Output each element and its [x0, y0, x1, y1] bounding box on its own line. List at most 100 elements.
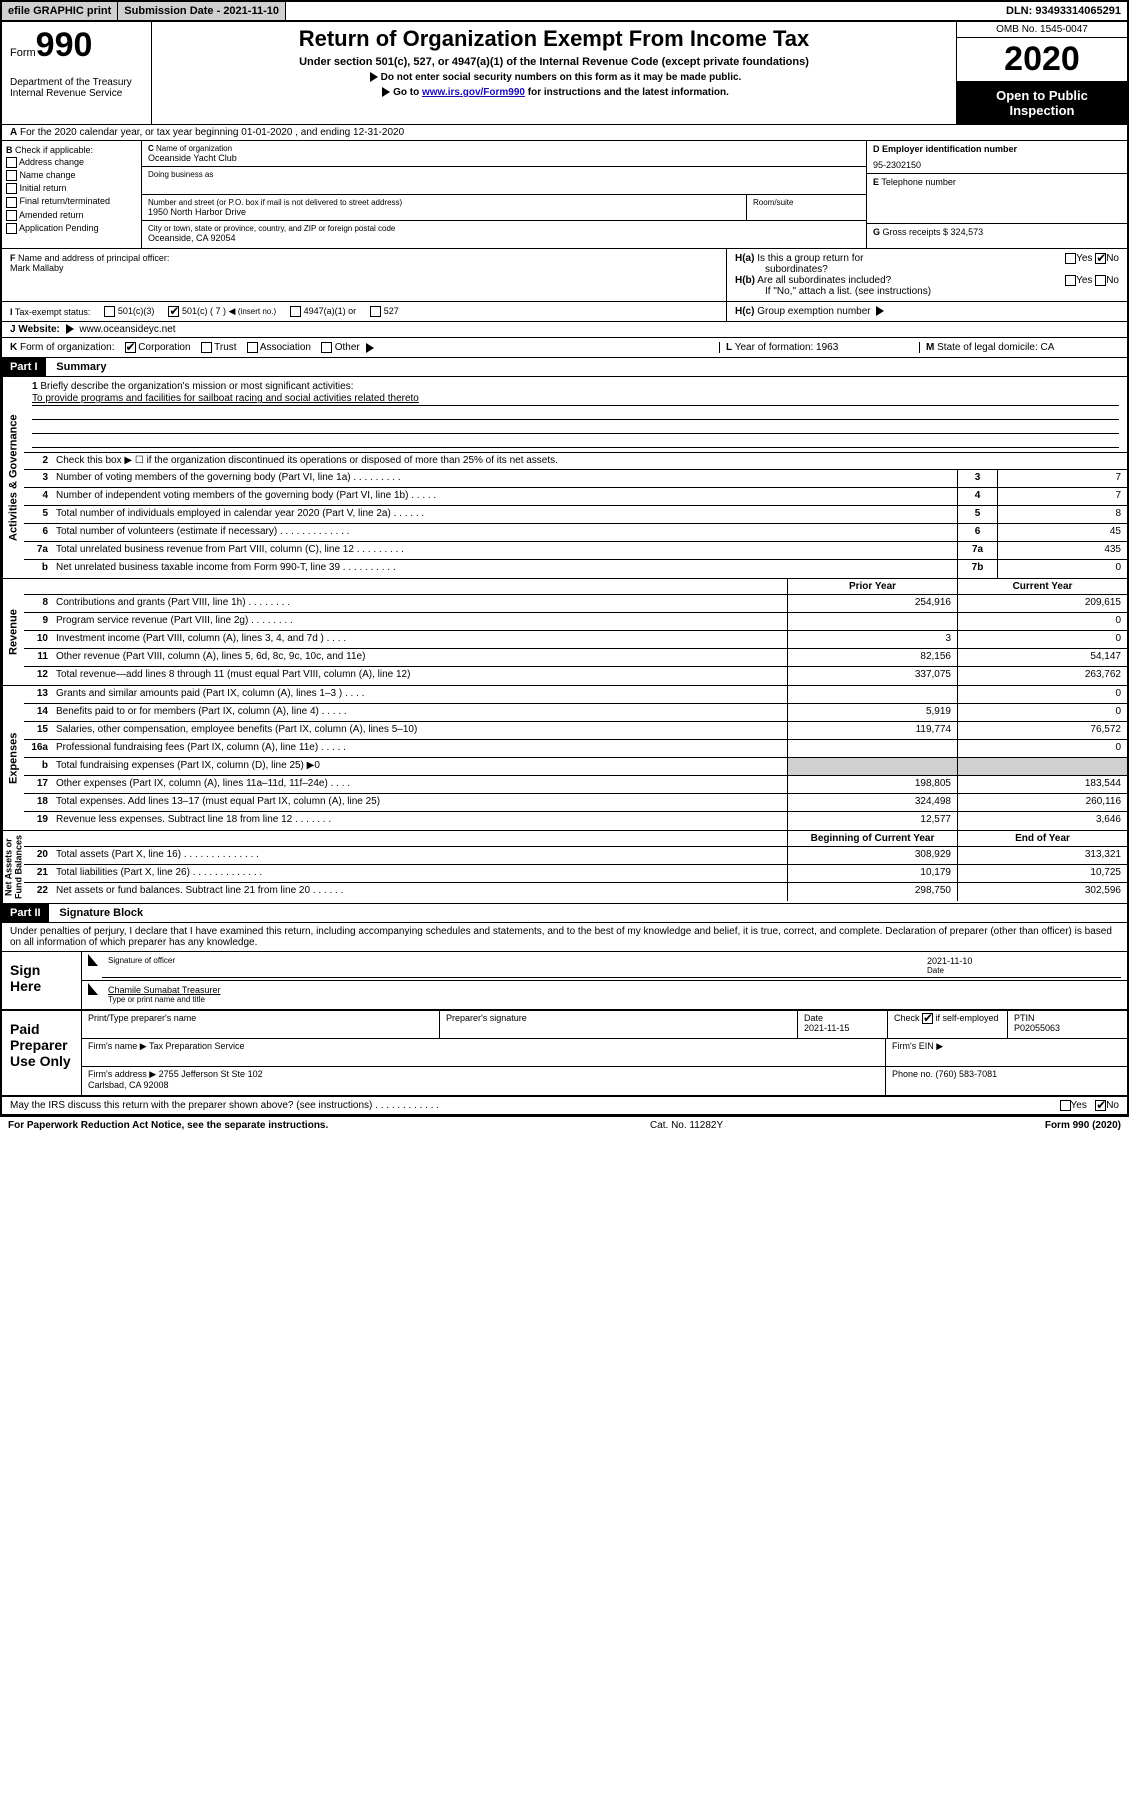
- section-expenses: Expenses 13Grants and similar amounts pa…: [2, 686, 1127, 831]
- part1-badge: Part I: [2, 358, 46, 376]
- data-line: 9Program service revenue (Part VIII, lin…: [24, 613, 1127, 631]
- section-BCDEG: B Check if applicable: Address change Na…: [2, 141, 1127, 249]
- form-of-org: K Form of organization: Corporation Trus…: [10, 342, 719, 353]
- Hb-no[interactable]: [1095, 275, 1106, 286]
- form-ref: Form 990 (2020): [1045, 1120, 1121, 1131]
- part2-badge: Part II: [2, 904, 49, 922]
- ein-value: 95-2302150: [873, 160, 1121, 170]
- firm-ein-label: Firm's EIN ▶: [885, 1039, 1127, 1066]
- col-beginning-year: Beginning of Current Year: [787, 831, 957, 846]
- form-header: Form990 Department of the Treasury Inter…: [2, 22, 1127, 125]
- data-line: 8Contributions and grants (Part VIII, li…: [24, 595, 1127, 613]
- ein-row: D Employer identification number 95-2302…: [867, 141, 1127, 174]
- ssn-warning: Do not enter social security numbers on …: [381, 72, 742, 83]
- footer-bottom: For Paperwork Reduction Act Notice, see …: [0, 1117, 1129, 1134]
- section-net-assets: Net Assets or Fund Balances Beginning of…: [2, 831, 1127, 904]
- gov-line: bNet unrelated business taxable income f…: [24, 560, 1127, 578]
- submission-date: Submission Date - 2021-11-10: [118, 2, 286, 20]
- form-id-cell: Form990 Department of the Treasury Inter…: [2, 22, 152, 124]
- arrow-icon: [876, 306, 884, 316]
- sig-name-row: Chamile Sumabat Treasurer Type or print …: [82, 981, 1127, 1009]
- sig-name-label: Type or print name and title: [108, 995, 1115, 1004]
- sig-date-label: Date: [927, 966, 1115, 975]
- instructions-post: for instructions and the latest informat…: [525, 87, 729, 98]
- website-value: www.oceansideyc.net: [79, 324, 175, 335]
- opt-501c3[interactable]: 501(c)(3): [104, 306, 154, 317]
- data-line: 16aProfessional fundraising fees (Part I…: [24, 740, 1127, 758]
- org-name-label: Name of organization: [156, 144, 232, 153]
- opt-final-return[interactable]: Final return/terminated: [6, 196, 137, 207]
- part2-title: Signature Block: [51, 904, 151, 922]
- opt-initial-return[interactable]: Initial return: [6, 183, 137, 194]
- data-line: 22Net assets or fund balances. Subtract …: [24, 883, 1127, 901]
- gov-line: 4Number of independent voting members of…: [24, 488, 1127, 506]
- sign-here-section: Sign Here Signature of officer 2021-11-1…: [2, 952, 1127, 1011]
- Hb-yes[interactable]: [1065, 275, 1076, 286]
- phone-label: Telephone number: [881, 177, 956, 187]
- discuss-question: May the IRS discuss this return with the…: [10, 1100, 1060, 1111]
- year-formation: L Year of formation: 1963: [719, 342, 919, 353]
- city-value: Oceanside, CA 92054: [148, 233, 860, 243]
- data-line: bTotal fundraising expenses (Part IX, co…: [24, 758, 1127, 776]
- org-name-row: C Name of organization Oceanside Yacht C…: [142, 141, 866, 167]
- opt-other[interactable]: Other: [321, 342, 377, 353]
- data-line: 11Other revenue (Part VIII, column (A), …: [24, 649, 1127, 667]
- omb-number: OMB No. 1545-0047: [957, 22, 1127, 38]
- opt-trust[interactable]: Trust: [201, 342, 237, 353]
- paperwork-notice: For Paperwork Reduction Act Notice, see …: [8, 1120, 328, 1131]
- top-bar: efile GRAPHIC print Submission Date - 20…: [0, 0, 1129, 22]
- data-line: 13Grants and similar amounts paid (Part …: [24, 686, 1127, 704]
- spacer: [286, 2, 1000, 20]
- col-B-check-applicable: B Check if applicable: Address change Na…: [2, 141, 142, 248]
- Ha-yes[interactable]: [1065, 253, 1076, 264]
- opt-name-change[interactable]: Name change: [6, 170, 137, 181]
- mission-label: Briefly describe the organization's miss…: [40, 381, 353, 392]
- address-label: Number and street (or P.O. box if mail i…: [148, 198, 740, 207]
- discuss-no[interactable]: [1095, 1100, 1106, 1111]
- prep-row-3: Firm's address ▶ 2755 Jefferson St Ste 1…: [82, 1067, 1127, 1095]
- prep-self-employed[interactable]: Check if self-employed: [887, 1011, 1007, 1038]
- officer-name: Mark Mallaby: [10, 263, 64, 273]
- room-label: Room/suite: [753, 198, 860, 207]
- col-DEG: D Employer identification number 95-2302…: [867, 141, 1127, 248]
- opt-association[interactable]: Association: [247, 342, 311, 353]
- row-tax-Hc: I Tax-exempt status: 501(c)(3) 501(c) ( …: [2, 302, 1127, 322]
- gov-line: 6Total number of volunteers (estimate if…: [24, 524, 1127, 542]
- opt-corporation[interactable]: Corporation: [125, 342, 191, 353]
- section-governance: Activities & Governance 1 Briefly descri…: [2, 377, 1127, 579]
- row-A-tax-year: A For the 2020 calendar year, or tax yea…: [2, 125, 1127, 141]
- paid-preparer-label: Paid Preparer Use Only: [2, 1011, 82, 1095]
- open-to-public: Open to Public Inspection: [957, 82, 1127, 124]
- Ha-label: Is this a group return for: [757, 253, 863, 264]
- opt-501c[interactable]: 501(c) ( 7 ) ◀ (insert no.): [168, 306, 276, 317]
- data-line: 17Other expenses (Part IX, column (A), l…: [24, 776, 1127, 794]
- row-KLM: K Form of organization: Corporation Trus…: [2, 338, 1127, 358]
- prep-sig-label: Preparer's signature: [439, 1011, 797, 1038]
- address-row: Number and street (or P.O. box if mail i…: [142, 195, 866, 221]
- address-value: 1950 North Harbor Drive: [148, 207, 740, 217]
- Hc-row: H(c) Group exemption number: [727, 302, 1127, 321]
- data-line: 14Benefits paid to or for members (Part …: [24, 704, 1127, 722]
- col-current-year: Current Year: [957, 579, 1127, 594]
- opt-4947[interactable]: 4947(a)(1) or: [290, 306, 356, 317]
- opt-address-change[interactable]: Address change: [6, 157, 137, 168]
- paid-preparer-section: Paid Preparer Use Only Print/Type prepar…: [2, 1011, 1127, 1097]
- declaration-text: Under penalties of perjury, I declare th…: [2, 923, 1127, 952]
- instructions-pre: Go to: [393, 87, 422, 98]
- instructions-link[interactable]: www.irs.gov/Form990: [422, 87, 525, 98]
- opt-527[interactable]: 527: [370, 306, 399, 317]
- arrow-icon: [370, 72, 378, 82]
- col-C-org-info: C Name of organization Oceanside Yacht C…: [142, 141, 867, 248]
- sig-arrow-icon: [88, 954, 98, 966]
- discuss-yes[interactable]: [1060, 1100, 1071, 1111]
- website-label: Website:: [18, 324, 60, 335]
- footer-discuss-row: May the IRS discuss this return with the…: [2, 1097, 1127, 1115]
- dln: DLN: 93493314065291: [1000, 2, 1127, 20]
- opt-amended-return[interactable]: Amended return: [6, 210, 137, 221]
- Ha-no[interactable]: [1095, 253, 1106, 264]
- data-line: 21Total liabilities (Part X, line 26) . …: [24, 865, 1127, 883]
- vert-label-net: Net Assets or Fund Balances: [2, 831, 24, 903]
- efile-graphic-print[interactable]: efile GRAPHIC print: [2, 2, 118, 20]
- opt-application-pending[interactable]: Application Pending: [6, 223, 137, 234]
- form-subtitle: Under section 501(c), 527, or 4947(a)(1)…: [160, 56, 948, 68]
